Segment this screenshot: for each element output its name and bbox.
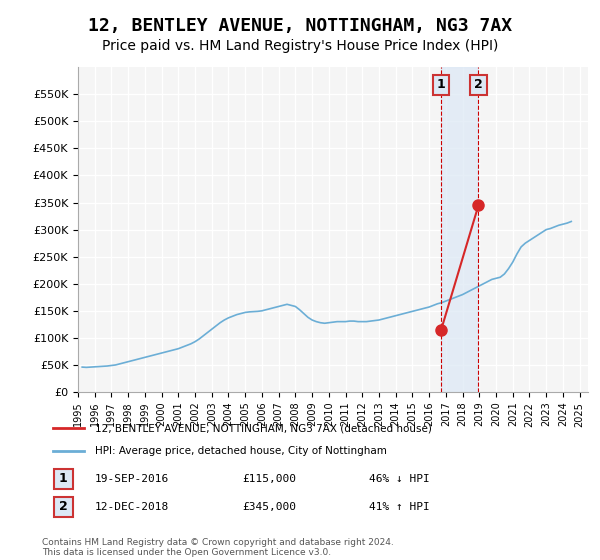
Text: 12-DEC-2018: 12-DEC-2018 xyxy=(95,502,169,512)
Text: 19-SEP-2016: 19-SEP-2016 xyxy=(95,474,169,484)
Text: 1: 1 xyxy=(437,78,446,91)
Text: HPI: Average price, detached house, City of Nottingham: HPI: Average price, detached house, City… xyxy=(95,446,386,456)
Text: 1: 1 xyxy=(59,472,67,486)
Text: £345,000: £345,000 xyxy=(242,502,296,512)
FancyBboxPatch shape xyxy=(53,469,73,489)
Text: 46% ↓ HPI: 46% ↓ HPI xyxy=(370,474,430,484)
Text: 2: 2 xyxy=(474,78,483,91)
FancyBboxPatch shape xyxy=(53,497,73,517)
Text: Contains HM Land Registry data © Crown copyright and database right 2024.
This d: Contains HM Land Registry data © Crown c… xyxy=(42,538,394,557)
Text: 2: 2 xyxy=(59,500,67,514)
Text: Price paid vs. HM Land Registry's House Price Index (HPI): Price paid vs. HM Land Registry's House … xyxy=(102,39,498,53)
Text: 41% ↑ HPI: 41% ↑ HPI xyxy=(370,502,430,512)
Text: 12, BENTLEY AVENUE, NOTTINGHAM, NG3 7AX: 12, BENTLEY AVENUE, NOTTINGHAM, NG3 7AX xyxy=(88,17,512,35)
Bar xyxy=(441,67,478,392)
Text: £115,000: £115,000 xyxy=(242,474,296,484)
Text: 12, BENTLEY AVENUE, NOTTINGHAM, NG3 7AX (detached house): 12, BENTLEY AVENUE, NOTTINGHAM, NG3 7AX … xyxy=(95,423,431,433)
